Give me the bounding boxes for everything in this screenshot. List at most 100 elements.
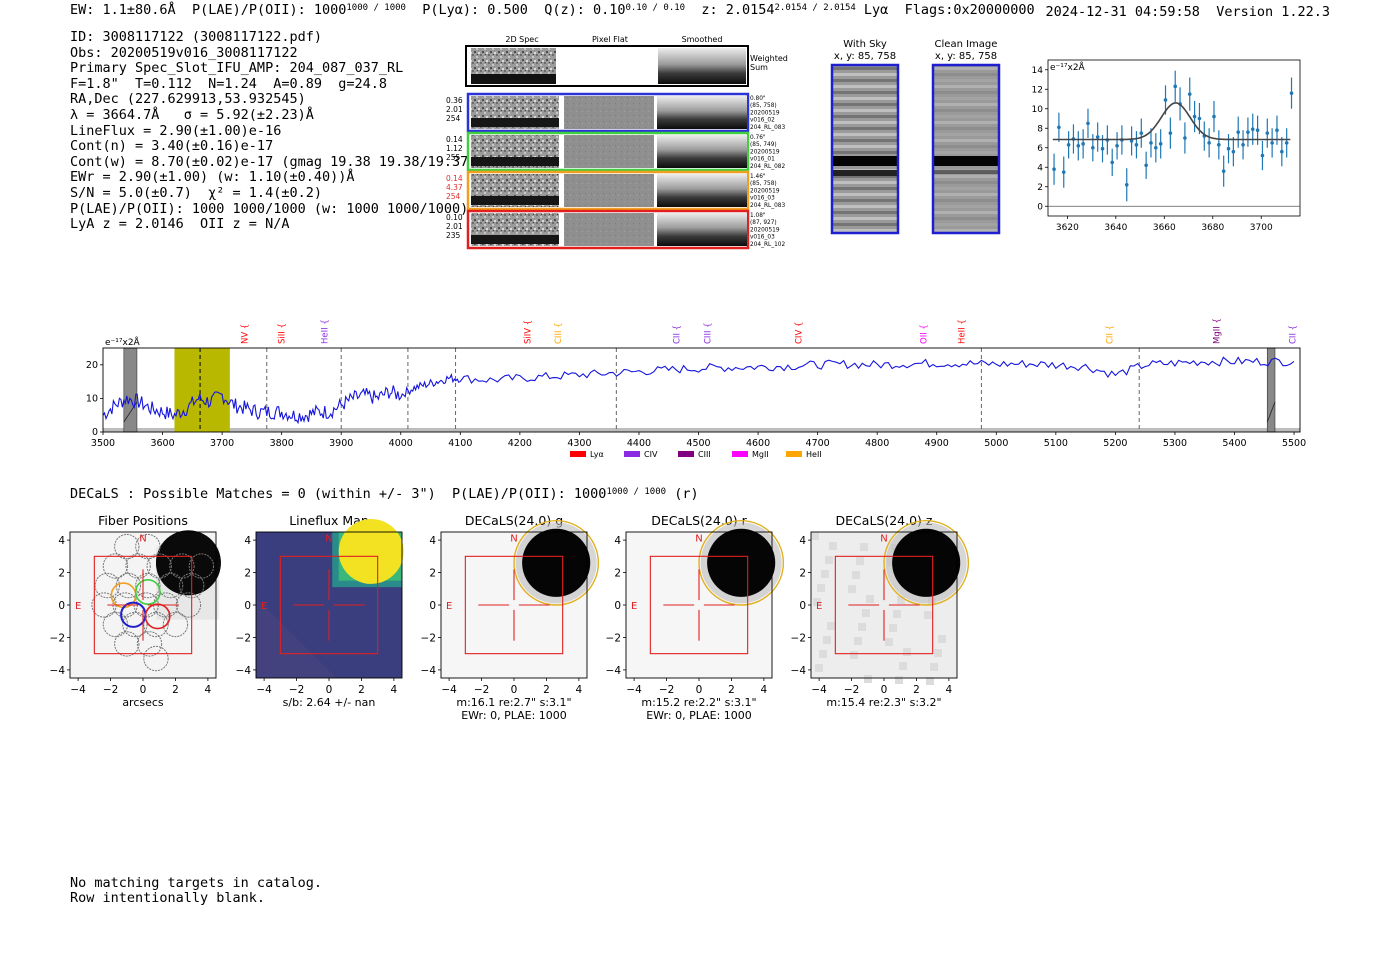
fit-point	[1173, 84, 1178, 89]
panel-ytick-label: 0	[58, 600, 65, 612]
spec-highlight-region	[174, 348, 230, 432]
cutout-left-value: 1.12	[446, 144, 463, 153]
fiber-circle	[188, 553, 215, 579]
panel-caption-2: EWr: 0, PLAE: 1000	[461, 709, 567, 722]
decals-summary: DECaLS : Possible Matches = 0 (within +/…	[70, 486, 699, 502]
panel-0	[70, 530, 221, 678]
with-sky-stripe	[833, 199, 897, 202]
compass-e: E	[261, 601, 267, 612]
panel-xtick-label: 4	[576, 684, 583, 696]
panel-xtick-label: 4	[205, 684, 212, 696]
decals-summary-band: (r)	[674, 486, 699, 502]
qz-value: Q(z): 0.10	[544, 2, 626, 18]
compass-e: E	[446, 601, 452, 612]
aperture-box	[464, 555, 564, 655]
spec-line-label: NV {	[241, 324, 251, 344]
with-sky-stripe	[833, 187, 897, 190]
spec-xtick-label: 5500	[1282, 438, 1306, 449]
cutout-right-value: 0.76"	[750, 135, 766, 141]
cutout-2d-band	[471, 196, 559, 205]
spec-line-label: SiII {	[278, 323, 288, 344]
band-noise	[821, 570, 829, 578]
with-sky-trace2	[833, 170, 897, 176]
fit-point	[1289, 91, 1294, 95]
decals-summary-text: DECaLS : Possible Matches = 0 (within +/…	[70, 486, 607, 502]
panel-ytick-label: 0	[429, 600, 436, 612]
fiber-circle	[94, 572, 120, 599]
spec-xtick-label: 4400	[627, 438, 651, 449]
spec-xtick-label: 5300	[1163, 438, 1187, 449]
imaging-panels: Fiber Positions N E 4 2 0 −2 −4 −4 −2 0 2 4 arcsecs Li…	[50, 513, 970, 722]
fiber-circle	[114, 631, 140, 657]
band-noise	[930, 663, 938, 671]
spec-legend-label: Lyα	[590, 450, 604, 459]
plae-range: 1000 / 1000	[346, 3, 406, 13]
band-noise	[893, 610, 901, 618]
fit-point	[1100, 146, 1105, 151]
aperture-box	[279, 555, 379, 655]
fit-point	[1061, 170, 1066, 174]
cutout-right-value: v016_03	[750, 235, 775, 241]
weighted-2d-band	[471, 74, 556, 84]
fit-ytick-label: 10	[1032, 105, 1044, 115]
panel-xtick-label: 0	[881, 684, 888, 696]
spec-xtick-label: 4300	[567, 438, 591, 449]
cutout-smoothed-image	[657, 213, 747, 246]
clean-image-stripe	[934, 127, 998, 130]
band-noise	[827, 622, 835, 630]
panel-caption: m:16.1 re:2.7" s:3.1"	[456, 696, 571, 709]
info-line: RA,Dec (227.629913,53.932545)	[70, 91, 306, 108]
cutout-left-value: 0.10	[446, 213, 463, 222]
info-line: S/N = 5.0(±0.7) χ² = 1.4(±0.2)	[70, 184, 322, 201]
panel-caption: s/b: 2.64 +/- nan	[283, 696, 376, 709]
cutout-2d-band	[471, 235, 559, 244]
flags-value: Flags:0x20000000	[904, 2, 1035, 18]
with-sky-stripe	[833, 115, 897, 118]
spec-xtick-label: 5000	[984, 438, 1008, 449]
cutout-header-2d: 2D Spec	[505, 35, 538, 44]
full-spectrum-plot: 0 10 20 3500 3600 3700 3800 3900 4000 4100 4200 430…	[86, 318, 1306, 459]
panel-ytick-label: 4	[58, 535, 65, 547]
spec-xtick-label: 3800	[270, 438, 294, 449]
with-sky-stripe	[833, 79, 897, 82]
clean-image-stripe	[934, 91, 998, 94]
cutout-smoothed-image	[657, 135, 747, 168]
with-sky-stripe	[833, 211, 897, 214]
spec-line-label: HeII {	[958, 319, 968, 344]
info-line: Cont(n) = 3.40(±0.16)e-17	[70, 138, 274, 155]
fit-point	[1221, 169, 1226, 173]
cutout-flat-image	[564, 96, 654, 129]
clean-image-trace	[934, 156, 998, 166]
info-line: Obs: 20200519v016_3008117122	[70, 44, 298, 61]
fit-point	[1265, 131, 1270, 135]
panel-ytick-label: 2	[799, 568, 806, 580]
info-line: Cont(w) = 8.70(±0.02)e-17 (gmag 19.38 19…	[70, 153, 477, 170]
fit-ytick-label: 0	[1037, 202, 1043, 212]
plae-value: P(LAE)/P(OII): 1000	[191, 2, 347, 18]
compass-e: E	[631, 601, 637, 612]
cutout-left-value: 254	[446, 114, 461, 123]
cutout-right-value: 20200519	[750, 149, 780, 155]
fit-point	[1163, 98, 1168, 102]
cutout-header-flat: Pixel Flat	[592, 35, 628, 44]
fit-point	[1066, 143, 1071, 147]
spec-xtick-label: 3700	[210, 438, 234, 449]
fit-point	[1115, 144, 1119, 148]
cutout-right-value: (87, 927)	[750, 220, 777, 226]
cutout-left-value: 2.01	[446, 222, 463, 231]
fit-point	[1207, 141, 1211, 145]
spec-xtick-label: 4800	[865, 438, 889, 449]
fit-ytick-label: 8	[1037, 124, 1043, 134]
fit-point	[1236, 130, 1241, 134]
fit-axes-frame	[1047, 59, 1301, 217]
fit-xtick-label: 3680	[1201, 223, 1224, 233]
panel-ytick-label: −4	[791, 665, 807, 677]
panel-xtick-label: −2	[103, 684, 118, 696]
clean-image-stripe	[934, 151, 998, 154]
band-noise	[938, 635, 946, 643]
fit-ytick-label: 14	[1032, 66, 1044, 76]
fiber-circle	[162, 611, 189, 638]
fit-point	[1250, 127, 1255, 132]
spec-ytick-label: 20	[86, 360, 98, 371]
spec-xtick-label: 5200	[1103, 438, 1127, 449]
